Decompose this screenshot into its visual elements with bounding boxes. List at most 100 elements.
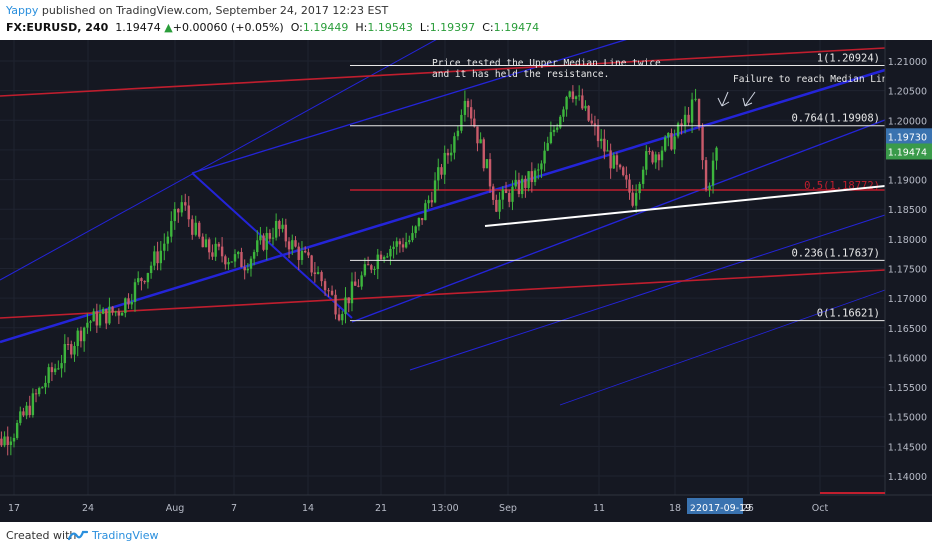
open-label: O: [290,21,303,34]
candle-body [344,297,347,314]
time-tick-label: 14 [302,503,314,514]
candle-body [262,235,265,250]
candle-body [98,313,102,326]
drawings[interactable]: Price tested the Upper Median Line twice… [432,58,887,227]
candle-body [268,233,272,239]
candle-body [70,344,73,355]
candle-body [22,411,25,416]
candle-body [565,96,568,110]
publish-text: published on TradingView.com, September … [41,4,389,17]
candle-body [495,199,498,212]
candle-body [676,123,680,137]
fib-retracement[interactable]: 1(1.20924)0.764(1.19908)0.5(1.18772)0.23… [350,53,885,322]
tradingview-link[interactable]: TradingView [92,529,159,542]
arrow-icon [742,91,756,107]
time-tick-label: 13:00 [431,503,458,514]
candle-body [114,311,117,313]
candle-body [546,143,549,151]
candle-body [313,272,317,274]
low-value: 1.19397 [429,21,476,34]
candle-body [130,301,133,305]
candle-body [252,252,256,259]
author-link[interactable]: Yappy [6,4,39,17]
candle-body [533,170,537,183]
candle-body [408,240,411,243]
candle-body [37,388,41,395]
candle-body [140,278,143,281]
candle-body [584,105,587,109]
candle-body [12,437,16,442]
candle-body [609,150,612,169]
publish-info: Yappy published on TradingView.com, Sept… [6,4,388,17]
candle-body [498,199,501,212]
candle-body [3,436,6,446]
candle-body [28,405,31,416]
lower-fork-line-2 [559,289,886,406]
price-tick-label: 1.21000 [888,57,927,68]
crosshair-date-label: 2017-09-19 [696,503,751,514]
candle-body [73,346,76,355]
candle-body [25,405,28,416]
candle-body [568,91,571,97]
candle-body [53,368,57,373]
candle-body [453,136,456,153]
candle-body [488,159,492,187]
arrow-icon [717,91,730,107]
price-tick-label: 1.18500 [888,205,927,216]
candle-body [634,193,638,206]
candle-body [127,298,130,305]
candle-body [577,95,581,97]
lower-median-line [351,119,886,323]
candle-body [694,98,697,100]
candle-body [82,327,86,342]
annotation-note-1-line-2: and it has held the resistance. [432,69,609,80]
symbol-name[interactable]: FX:EURUSD, 240 [6,21,109,34]
median-line [0,68,886,344]
candle-body [648,151,651,153]
time-axis[interactable]: 17 24 Aug 7 14 21 13:00 Sep 11 18 25 Oct 2 2017-09-19 [0,492,932,522]
candle-body [625,175,628,180]
time-axis-bg [0,495,932,522]
candle-body [615,155,619,165]
candle-body [606,150,609,152]
crosshair-date-tag [687,498,743,514]
price-tick-label: 1.17000 [888,294,927,305]
price-tick-label: 1.20500 [888,87,927,98]
candle-body [651,151,654,163]
candle-body [670,133,673,150]
candle-body [347,297,350,304]
symbol-legend: FX:EURUSD, 240 1.19474 ▲+0.00060 (+0.05%… [6,21,539,34]
candle-body [590,120,593,124]
annotation-note-1-line-1: Price tested the Upper Median Line twice [432,58,661,69]
tradingview-logo-icon[interactable] [68,528,88,542]
close-label: C: [482,21,494,34]
candle-body [191,219,194,235]
candle-body [690,99,694,123]
pitchfork-lines[interactable] [0,40,886,406]
candle-body [256,240,259,253]
candle-body [704,160,708,190]
candle-body [491,186,495,200]
candle-body [19,411,22,423]
candle-body [111,306,114,313]
price-axis[interactable]: 1.210001.205001.200001.195001.190001.185… [884,40,932,522]
price-tick-label: 1.20000 [888,116,927,127]
candle-body [265,233,268,250]
candle-body [527,171,530,188]
candle-body [501,189,504,200]
candle-body [124,298,127,313]
footer: Created with TradingView [0,522,932,550]
chart-svg[interactable]: 1(1.20924)0.764(1.19908)0.5(1.18772)0.23… [0,40,932,522]
candle-body [198,222,201,237]
candle-body [373,269,376,271]
candle-body [278,220,281,229]
candle-body [316,272,320,274]
candlesticks [0,85,718,456]
candle-body [237,251,240,255]
annotation-note-2: Failure to reach Median Lin [733,74,887,85]
candle-body [217,243,221,247]
candle-body [600,138,603,142]
chart-canvas[interactable]: 1(1.20924) 0.764(1.19908) 0.5(1.18772) 0.23… [0,40,932,522]
candle-body [559,116,562,128]
support-trend-line [484,185,886,227]
